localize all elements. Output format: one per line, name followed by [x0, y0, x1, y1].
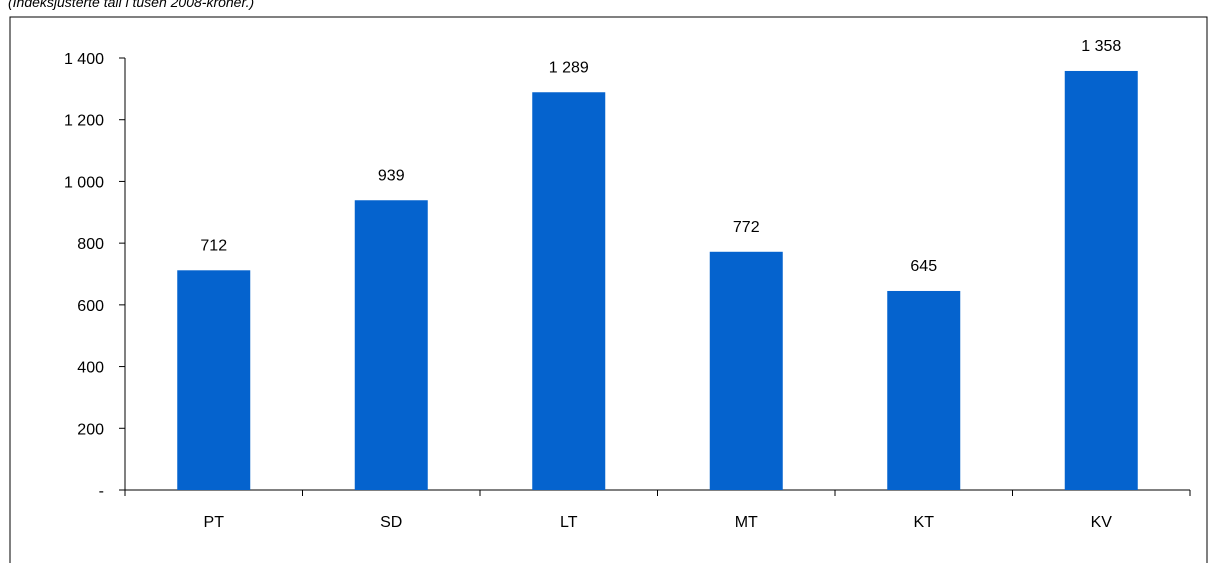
data-label-kv: 1 358 — [1081, 38, 1121, 55]
x-category-label: LT — [560, 514, 578, 531]
bar-sd — [354, 200, 428, 490]
data-label-mt: 772 — [733, 219, 760, 236]
data-label-kt: 645 — [910, 258, 937, 275]
x-category-label: KV — [1091, 514, 1113, 531]
data-label-sd: 939 — [378, 167, 405, 184]
y-tick-label: 200 — [77, 421, 104, 438]
bar-mt — [709, 251, 783, 490]
chart-frame — [9, 16, 1208, 563]
y-tick-label: - — [99, 483, 104, 500]
x-category-label: KT — [914, 514, 935, 531]
data-label-pt: 712 — [200, 237, 227, 254]
bar-pt — [177, 270, 251, 490]
y-tick-label: 1 200 — [64, 113, 104, 130]
x-axis: PT SD LT MT KT KV — [124, 489, 1191, 531]
y-axis: - 200 400 600 800 1 000 1 200 1 400 — [64, 51, 126, 500]
y-tick-label: 800 — [77, 236, 104, 253]
x-category-label: PT — [204, 514, 225, 531]
chart-subtitle: (Indeksjusterte tall i tusen 2008-kroner… — [8, 0, 255, 10]
x-category-label: SD — [380, 514, 402, 531]
bar-lt — [532, 92, 606, 490]
bar-kv — [1064, 70, 1138, 491]
y-tick-label: 1 400 — [64, 51, 104, 68]
data-labels: 712 939 1 289 772 645 1 358 — [200, 38, 1121, 275]
bar-series — [177, 70, 1138, 491]
y-tick-label: 400 — [77, 360, 104, 377]
bar-kt — [887, 290, 961, 490]
y-tick-label: 1 000 — [64, 174, 104, 191]
x-category-label: MT — [735, 514, 758, 531]
data-label-lt: 1 289 — [549, 59, 589, 76]
y-tick-label: 600 — [77, 298, 104, 315]
